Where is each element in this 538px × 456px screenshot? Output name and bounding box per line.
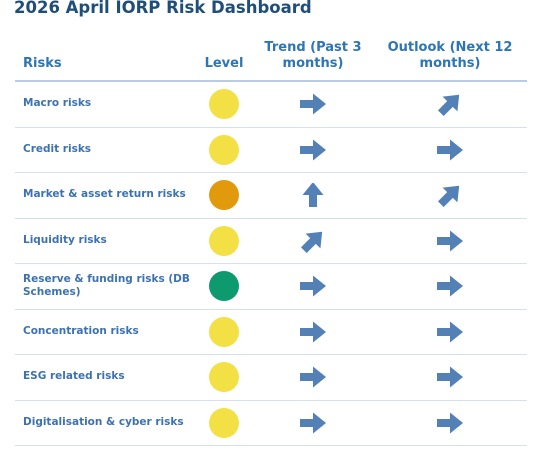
row: Liquidity risks — [15, 218, 527, 264]
column-header: Outlook (Next 12 months) — [373, 28, 527, 82]
outlook-arrow — [435, 138, 465, 162]
row: Reserve & funding risks (DB Schemes) — [15, 263, 527, 310]
column-header: Risks — [15, 28, 195, 82]
risk-name: Reserve & funding risks (DB Schemes) — [15, 263, 195, 310]
level-dot — [209, 271, 239, 302]
header-row: Risks Level Trend (Past 3 months) Outloo… — [15, 28, 527, 82]
risk-table: Risks Level Trend (Past 3 months) Outloo… — [15, 28, 527, 446]
row: Credit risks — [15, 127, 527, 173]
outlook-arrow — [435, 365, 465, 389]
trend-arrow — [298, 365, 328, 389]
row: Digitalisation & cyber risks — [15, 400, 527, 446]
outlook-arrow — [435, 183, 465, 207]
trend-arrow — [298, 320, 328, 344]
level-dot — [209, 180, 239, 211]
outlook-arrow — [435, 274, 465, 298]
outlook-arrow — [435, 411, 465, 435]
risk-name: Digitalisation & cyber risks — [15, 400, 195, 446]
outlook-arrow — [435, 229, 465, 253]
row: Macro risks — [15, 81, 527, 128]
trend-arrow — [298, 274, 328, 298]
column-header: Trend (Past 3 months) — [253, 28, 373, 82]
level-dot — [209, 362, 239, 393]
trend-arrow — [298, 138, 328, 162]
column-header: Level — [195, 28, 253, 82]
level-dot — [209, 134, 239, 165]
trend-arrow — [298, 183, 328, 207]
trend-arrow — [298, 411, 328, 435]
row: Market & asset return risks — [15, 172, 527, 219]
risk-name: Liquidity risks — [15, 218, 195, 264]
trend-arrow — [298, 229, 328, 253]
risk-name: Credit risks — [15, 127, 195, 173]
outlook-arrow — [435, 92, 465, 116]
outlook-arrow — [435, 320, 465, 344]
trend-arrow — [298, 92, 328, 116]
level-dot — [209, 89, 239, 120]
row: Concentration risks — [15, 309, 527, 355]
risk-name: ESG related risks — [15, 354, 195, 401]
risk-name: Market & asset return risks — [15, 172, 195, 219]
level-dot — [209, 316, 239, 347]
row: ESG related risks — [15, 354, 527, 401]
risk-name: Concentration risks — [15, 309, 195, 355]
level-dot — [209, 407, 239, 438]
title: 2026 April IORP Risk Dashboard — [14, 0, 312, 17]
risk-name: Macro risks — [15, 81, 195, 128]
level-dot — [209, 225, 239, 256]
